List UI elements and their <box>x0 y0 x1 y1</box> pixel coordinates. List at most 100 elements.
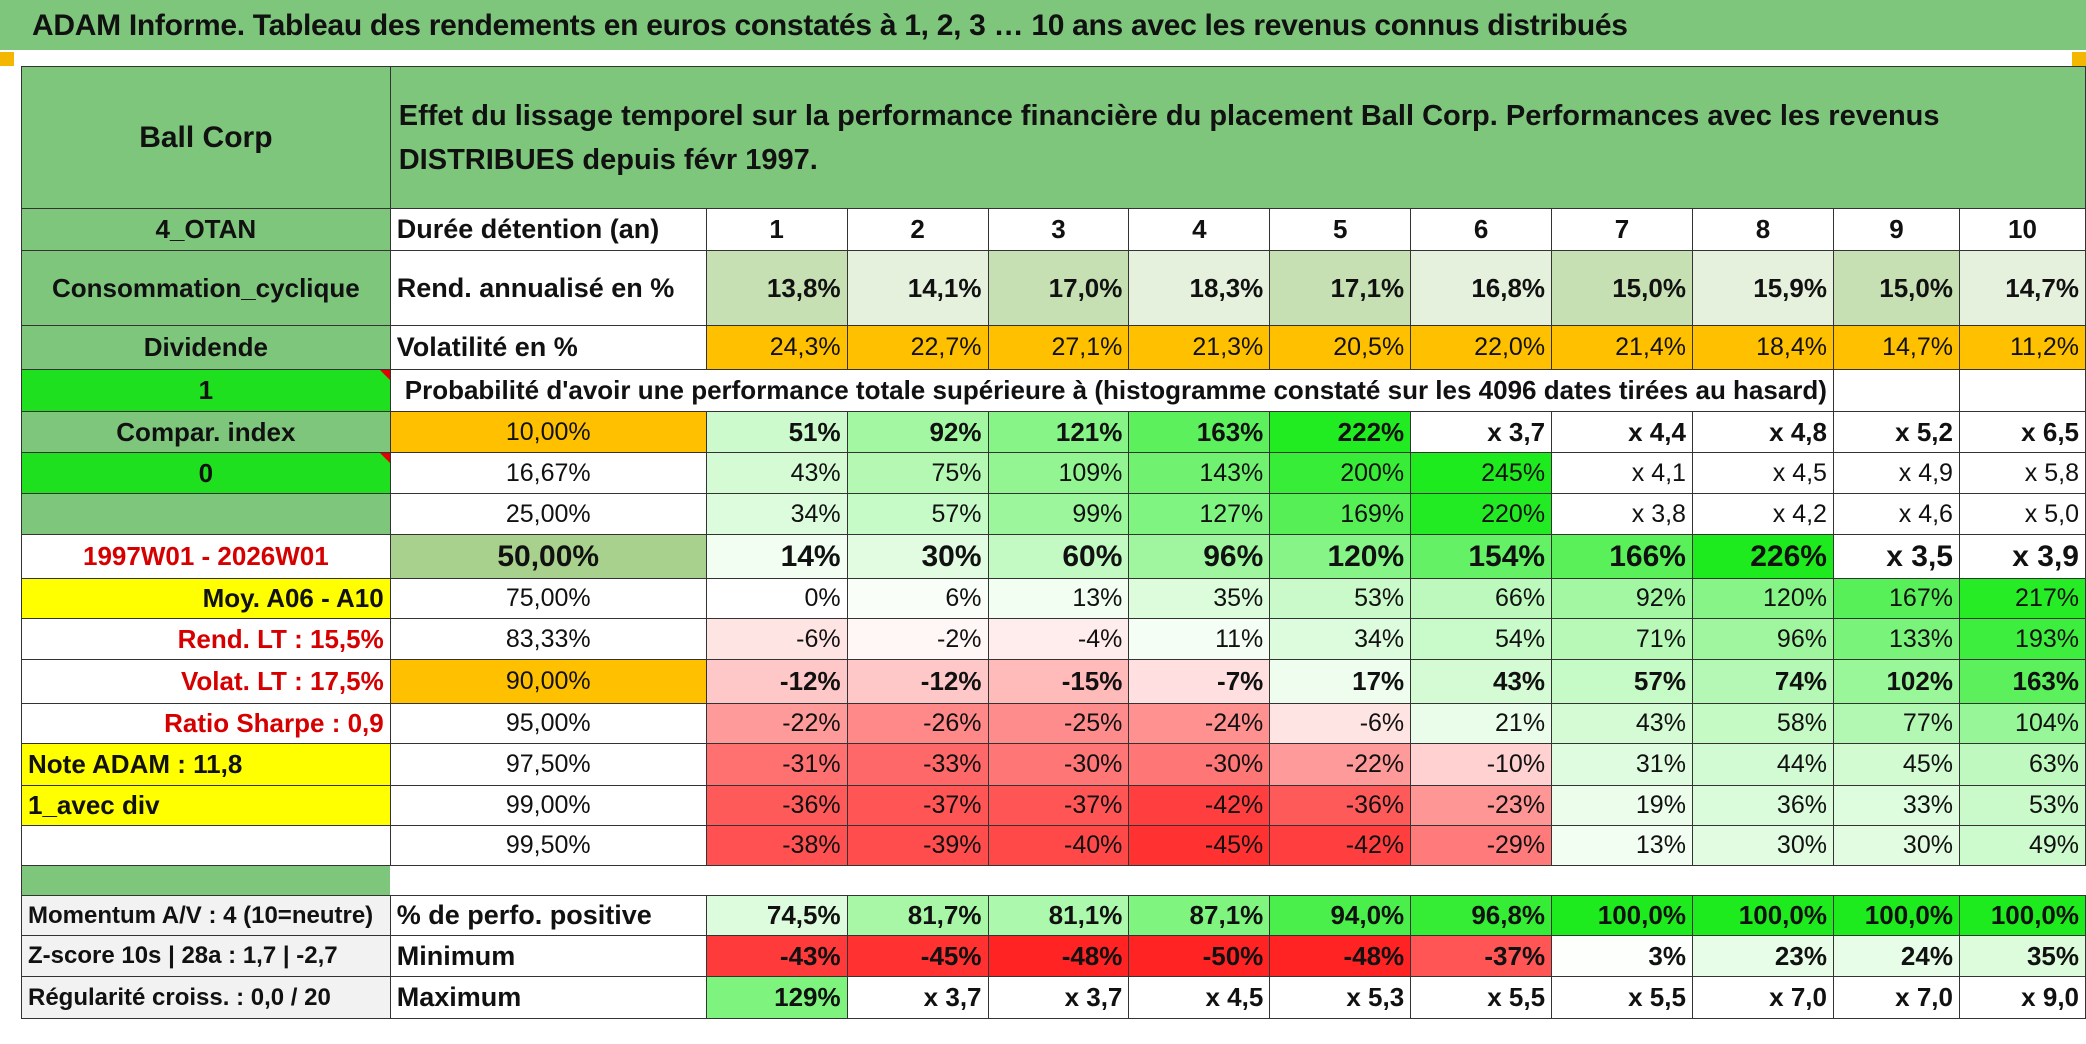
maximum-value: x 5,3 <box>1269 976 1412 1019</box>
probability-value: 133% <box>1832 618 1960 660</box>
probability-value: 163% <box>1958 659 2086 704</box>
rend-value: 17,1% <box>1269 250 1412 326</box>
year-header: 8 <box>1691 208 1834 251</box>
minimum-value: 35% <box>1958 935 2086 977</box>
volatility-value: 21,3% <box>1128 325 1271 370</box>
probability-value: -33% <box>846 743 989 786</box>
company-name: Ball Corp <box>21 66 391 209</box>
probability-value: 30% <box>1691 825 1834 866</box>
probability-value: 13% <box>987 578 1130 619</box>
probability-value: 75% <box>846 452 989 494</box>
probability-label: 10,00% <box>389 411 707 453</box>
probability-value: 143% <box>1128 452 1271 494</box>
probability-label: 95,00% <box>389 703 707 744</box>
volatility-value: 22,7% <box>846 325 989 370</box>
probability-value: -30% <box>1128 743 1271 786</box>
rend-value: 17,0% <box>987 250 1130 326</box>
probability-value: 226% <box>1691 534 1834 579</box>
maximum-value: x 9,0 <box>1958 976 2086 1019</box>
probability-value: x 3,8 <box>1551 493 1693 535</box>
rend-value: 18,3% <box>1128 250 1271 326</box>
probability-value: -29% <box>1410 825 1553 866</box>
separator-green <box>21 865 391 896</box>
volatility-value: 11,2% <box>1958 325 2086 370</box>
label-min: Minimum <box>389 935 707 977</box>
probability-value: 104% <box>1958 703 2086 744</box>
probability-value: -30% <box>987 743 1130 786</box>
report-title: ADAM Informe. Tableau des rendements en … <box>32 9 1628 42</box>
probability-value: 36% <box>1691 785 1834 826</box>
probability-value: 57% <box>846 493 989 535</box>
probability-value: -22% <box>705 703 848 744</box>
probability-value: x 3,5 <box>1832 534 1960 579</box>
maximum-value: x 5,5 <box>1410 976 1553 1019</box>
probability-label: 83,33% <box>389 618 707 660</box>
probability-value: 45% <box>1832 743 1960 786</box>
probability-value: -6% <box>1269 703 1412 744</box>
probability-value: -38% <box>705 825 848 866</box>
label-pos: % de perfo. positive <box>389 895 707 936</box>
probability-value: -26% <box>846 703 989 744</box>
probability-value: 154% <box>1410 534 1553 579</box>
label-one: 1 <box>21 369 391 412</box>
probability-value: -10% <box>1410 743 1553 786</box>
maximum-value: 129% <box>705 976 848 1019</box>
probability-value: -45% <box>1128 825 1271 866</box>
probability-label: 99,00% <box>389 785 707 826</box>
label-avec-div: 1_avec div <box>21 785 391 826</box>
minimum-value: -48% <box>987 935 1130 977</box>
rend-value: 15,0% <box>1551 250 1693 326</box>
probability-label: 99,50% <box>389 825 707 866</box>
probability-value: -42% <box>1269 825 1412 866</box>
probability-value: 54% <box>1410 618 1553 660</box>
year-header: 2 <box>846 208 989 251</box>
probability-value: 74% <box>1691 659 1834 704</box>
title-bar: ADAM Informe. Tableau des rendements en … <box>0 0 2086 52</box>
year-header: 5 <box>1269 208 1412 251</box>
probability-value: 167% <box>1832 578 1960 619</box>
volatility-value: 18,4% <box>1691 325 1834 370</box>
probability-value: x 4,1 <box>1551 452 1693 494</box>
year-header: 4 <box>1128 208 1271 251</box>
probability-value: 21% <box>1410 703 1553 744</box>
probability-value: 71% <box>1551 618 1693 660</box>
maximum-value: x 4,5 <box>1128 976 1271 1019</box>
probability-value: x 4,9 <box>1832 452 1960 494</box>
probability-value: 44% <box>1691 743 1834 786</box>
year-header: 6 <box>1410 208 1553 251</box>
probability-value: 120% <box>1691 578 1834 619</box>
rend-value: 14,7% <box>1958 250 2086 326</box>
probability-value: 66% <box>1410 578 1553 619</box>
probability-value: 169% <box>1269 493 1412 535</box>
probability-value: x 5,2 <box>1832 411 1960 453</box>
probability-value: 57% <box>1551 659 1693 704</box>
probability-value: x 6,5 <box>1958 411 2086 453</box>
probability-value: x 4,8 <box>1691 411 1834 453</box>
probability-value: -12% <box>705 659 848 704</box>
probability-value: x 4,4 <box>1551 411 1693 453</box>
positive-perf-value: 74,5% <box>705 895 848 936</box>
probability-value: 53% <box>1269 578 1412 619</box>
probability-value: 35% <box>1128 578 1271 619</box>
probability-value: 51% <box>705 411 848 453</box>
empty-cell <box>1832 369 1960 412</box>
positive-perf-value: 94,0% <box>1269 895 1412 936</box>
probability-value: -39% <box>846 825 989 866</box>
probability-label: 25,00% <box>389 493 707 535</box>
rend-value: 14,1% <box>846 250 989 326</box>
probability-value: 222% <box>1269 411 1412 453</box>
positive-perf-value: 81,7% <box>846 895 989 936</box>
probability-label: 97,50% <box>389 743 707 786</box>
probability-value: 30% <box>846 534 989 579</box>
positive-perf-value: 100,0% <box>1551 895 1693 936</box>
probability-value: x 5,8 <box>1958 452 2086 494</box>
probability-value: -40% <box>987 825 1130 866</box>
probability-value: 166% <box>1551 534 1693 579</box>
probability-value: 13% <box>1551 825 1693 866</box>
label-empty <box>21 825 391 866</box>
label-momentum: Momentum A/V : 4 (10=neutre) <box>21 895 391 936</box>
minimum-value: 23% <box>1691 935 1834 977</box>
corner-marker-right <box>2072 52 2086 66</box>
label-volat: Volatilité en % <box>389 325 707 370</box>
year-header: 10 <box>1958 208 2086 251</box>
